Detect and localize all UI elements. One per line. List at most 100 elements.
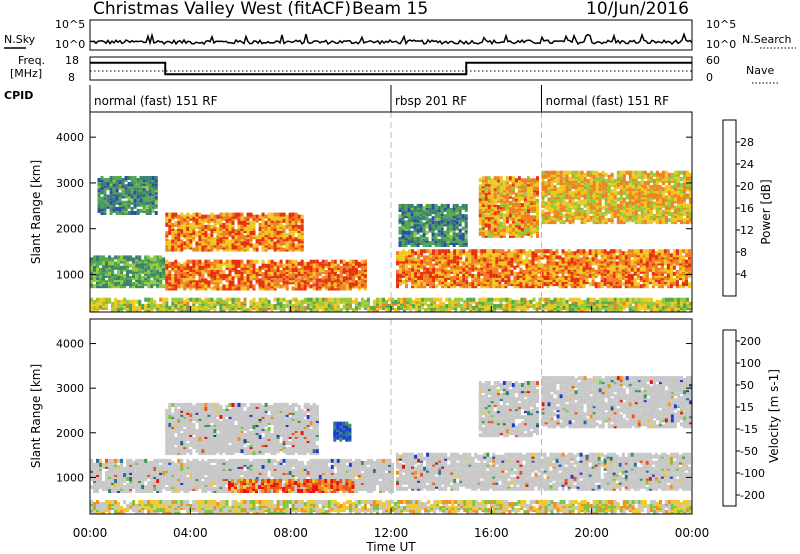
heatmap-cell xyxy=(243,282,247,287)
heatmap-cell xyxy=(495,249,499,254)
heatmap-cell xyxy=(530,233,533,238)
heatmap-cell xyxy=(501,269,505,274)
heatmap-cell xyxy=(598,303,602,308)
heatmap-cell xyxy=(612,267,616,272)
heatmap-cell xyxy=(460,308,464,312)
heatmap-cell xyxy=(145,194,149,199)
heatmap-cell xyxy=(216,214,220,219)
heatmap-cell xyxy=(543,276,547,280)
heatmap-cell xyxy=(544,185,548,190)
heatmap-cell xyxy=(468,263,472,268)
heatmap-cell xyxy=(552,265,556,270)
heatmap-cell xyxy=(609,265,613,270)
heatmap-cell xyxy=(682,271,685,276)
heatmap-cell xyxy=(243,235,247,240)
heatmap-cell xyxy=(586,185,590,190)
heatmap-cell xyxy=(90,284,93,289)
heatmap-cell xyxy=(580,193,584,198)
heatmap-cell xyxy=(312,308,316,312)
heatmap-cell xyxy=(204,308,208,312)
heatmap-cell xyxy=(159,259,163,264)
heatmap-cell xyxy=(417,280,421,285)
heatmap-cell xyxy=(417,265,421,270)
heatmap-cell xyxy=(444,280,448,285)
heatmap-cell xyxy=(567,249,571,254)
heatmap-cell xyxy=(130,190,134,195)
heatmap-cell xyxy=(207,247,211,252)
heatmap-cell xyxy=(498,265,502,270)
heatmap-cell xyxy=(499,176,503,181)
heatmap-cell xyxy=(189,284,193,289)
heatmap-cell xyxy=(228,227,232,231)
heatmap-cell xyxy=(484,233,488,238)
heatmap-cell xyxy=(276,222,280,227)
heatmap-cell xyxy=(478,303,482,308)
heatmap-cell xyxy=(420,263,424,268)
heatmap-cell xyxy=(493,297,497,302)
heatmap-cell xyxy=(114,273,118,278)
heatmap-cell xyxy=(189,265,193,270)
heatmap-cell xyxy=(261,265,265,270)
heatmap-cell xyxy=(465,261,469,266)
heatmap-cell xyxy=(420,259,424,264)
heatmap-cell xyxy=(508,188,512,193)
heatmap-cell xyxy=(648,278,652,282)
heatmap-cell xyxy=(600,259,604,264)
heatmap-cell xyxy=(612,253,616,258)
heatmap-cell xyxy=(93,299,96,304)
heatmap-cell xyxy=(264,239,268,244)
heatmap-cell xyxy=(498,253,502,258)
heatmap-cell xyxy=(405,265,408,270)
heatmap-cell xyxy=(571,218,575,223)
heatmap-cell xyxy=(559,197,563,202)
heatmap-cell xyxy=(144,267,148,272)
heatmap-cell xyxy=(115,184,119,189)
heatmap-cell xyxy=(634,297,638,302)
heatmap-cell xyxy=(324,308,328,312)
heatmap-cell xyxy=(180,272,184,277)
heatmap-cell xyxy=(198,303,202,308)
heatmap-cell xyxy=(582,273,586,278)
heatmap-cell xyxy=(174,276,178,281)
heatmap-cell xyxy=(609,255,613,260)
heatmap-cell xyxy=(192,265,196,270)
heatmap-cell xyxy=(147,276,151,280)
heatmap-cell xyxy=(264,214,268,219)
heatmap-cell xyxy=(183,233,187,238)
heatmap-cell xyxy=(588,257,592,262)
heatmap-cell xyxy=(423,255,427,260)
heatmap-cell xyxy=(490,233,494,238)
heatmap-cell xyxy=(105,303,108,308)
heatmap-cell xyxy=(165,259,169,264)
heatmap-cell xyxy=(475,301,479,306)
heatmap-cell xyxy=(246,224,250,229)
heatmap-cell xyxy=(201,270,205,274)
heatmap-cell xyxy=(270,303,274,308)
heatmap-cell xyxy=(514,207,518,212)
heatmap-cell xyxy=(177,278,181,283)
heatmap-cell xyxy=(228,233,232,238)
heatmap-cell xyxy=(105,273,108,278)
heatmap-cell xyxy=(586,216,590,220)
heatmap-cell xyxy=(132,265,136,270)
heatmap-cell xyxy=(601,220,605,225)
heatmap-cell xyxy=(90,273,93,278)
heatmap-cell xyxy=(598,299,602,304)
heatmap-cell xyxy=(502,180,506,185)
heatmap-cell xyxy=(121,186,125,191)
heatmap-cell xyxy=(109,204,113,209)
heatmap-cell xyxy=(372,299,376,304)
heatmap-cell xyxy=(543,273,547,278)
heatmap-cell xyxy=(456,265,460,270)
heatmap-cell xyxy=(162,284,166,289)
heatmap-cell xyxy=(102,255,105,260)
heatmap-cell xyxy=(505,176,509,181)
heatmap-cell xyxy=(679,255,682,260)
heatmap-cell xyxy=(579,263,583,268)
heatmap-cell xyxy=(490,207,494,212)
heatmap-cell xyxy=(267,243,271,248)
heatmap-cell xyxy=(496,190,500,195)
heatmap-cell xyxy=(147,273,151,278)
heatmap-cell xyxy=(417,255,421,260)
